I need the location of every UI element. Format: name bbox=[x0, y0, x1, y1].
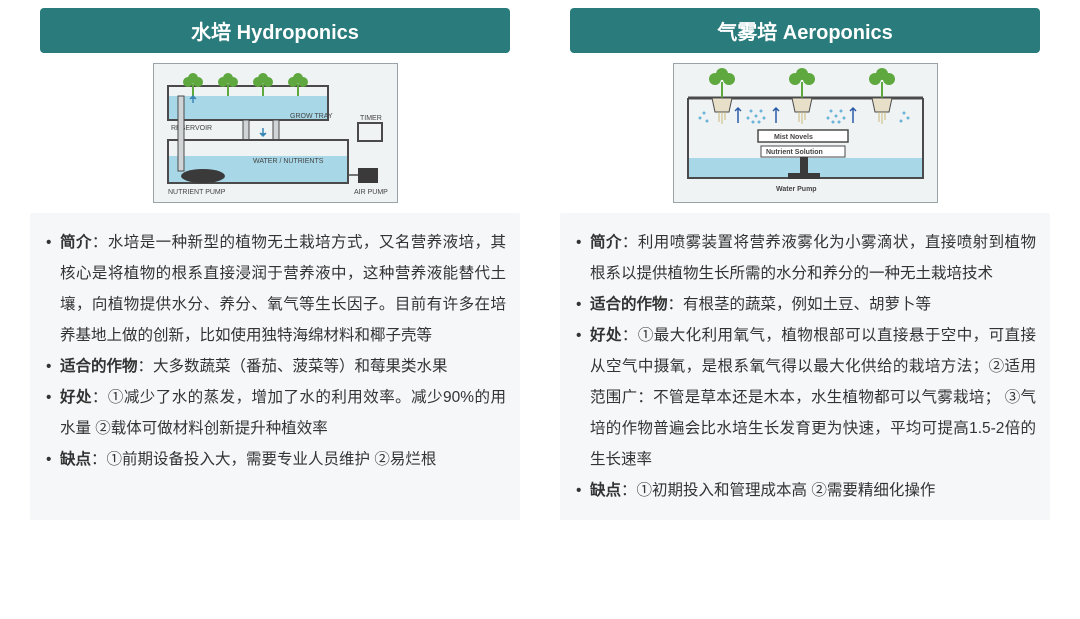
nutrient-pump-label: NUTRIENT PUMP bbox=[168, 189, 226, 196]
aeroponics-item-text: ①初期投入和管理成本高 ②需要精细化操作 bbox=[637, 482, 936, 499]
grow-tray-label: GROW TRAY bbox=[290, 113, 333, 120]
aeroponics-item: 好处：①最大化利用氧气，植物根部可以直接悬于空中，可直接从空气中摄氧，是根系氧气… bbox=[568, 320, 1036, 475]
plant-icon bbox=[183, 73, 308, 96]
hydroponics-item: 适合的作物：大多数蔬菜（番茄、菠菜等）和莓果类水果 bbox=[38, 351, 506, 382]
aeroponics-item-text: 有根茎的蔬菜，例如土豆、胡萝卜等 bbox=[683, 296, 931, 313]
aeroponics-item-label: 好处 bbox=[590, 327, 622, 344]
aeroponics-item: 简介：利用喷雾装置将营养液雾化为小雾滴状，直接喷射到植物根系以提供植物生长所需的… bbox=[568, 227, 1036, 289]
aeroponics-item-label: 适合的作物 bbox=[590, 296, 668, 313]
aeroponics-list: 简介：利用喷雾装置将营养液雾化为小雾滴状，直接喷射到植物根系以提供植物生长所需的… bbox=[568, 227, 1036, 506]
aeroponics-item: 适合的作物：有根茎的蔬菜，例如土豆、胡萝卜等 bbox=[568, 289, 1036, 320]
hydroponics-column: 水培 Hydroponics GROW TRAY RESERVOIR bbox=[30, 8, 520, 520]
aeroponics-title: 气雾培 Aeroponics bbox=[570, 8, 1040, 53]
hydroponics-item-label: 简介 bbox=[60, 234, 92, 251]
hydroponics-item-label: 适合的作物 bbox=[60, 358, 138, 375]
reservoir-label: RESERVOIR bbox=[171, 125, 212, 132]
hydroponics-title: 水培 Hydroponics bbox=[40, 8, 510, 53]
hydroponics-item: 缺点：①前期设备投入大，需要专业人员维护 ②易烂根 bbox=[38, 444, 506, 475]
hydroponics-diagram: GROW TRAY RESERVOIR WATER / NUTRIENTS bbox=[153, 63, 398, 203]
mist-label: Mist Novels bbox=[774, 134, 813, 141]
water-pump-label: Water Pump bbox=[776, 186, 817, 193]
timer-label: TIMER bbox=[360, 115, 382, 122]
aeroponics-item-text: 利用喷雾装置将营养液雾化为小雾滴状，直接喷射到植物根系以提供植物生长所需的水分和… bbox=[590, 234, 1036, 282]
aeroponics-item-label: 简介 bbox=[590, 234, 622, 251]
hydroponics-item-text: 大多数蔬菜（番茄、菠菜等）和莓果类水果 bbox=[153, 358, 448, 375]
solution-label: Nutrient Solution bbox=[766, 149, 823, 156]
hydroponics-content: 简介：水培是一种新型的植物无土栽培方式，又名营养液培，其核心是将植物的根系直接浸… bbox=[30, 213, 520, 520]
hydroponics-item-text: ①减少了水的蒸发，增加了水的利用效率。减少90%的用水量 ②载体可做材料创新提升… bbox=[60, 389, 506, 437]
aeroponics-diagram: Mist Novels Nutrient Solution Water Pump bbox=[673, 63, 938, 203]
air-pump-label: AIR PUMP bbox=[354, 189, 388, 196]
aeroponics-item-label: 缺点 bbox=[590, 482, 621, 499]
hydroponics-item: 好处：①减少了水的蒸发，增加了水的利用效率。减少90%的用水量 ②载体可做材料创… bbox=[38, 382, 506, 444]
aeroponics-column: 气雾培 Aeroponics bbox=[560, 8, 1050, 520]
hydroponics-item-label: 好处 bbox=[60, 389, 92, 406]
hydroponics-item-label: 缺点 bbox=[60, 451, 91, 468]
aeroponics-content: 简介：利用喷雾装置将营养液雾化为小雾滴状，直接喷射到植物根系以提供植物生长所需的… bbox=[560, 213, 1050, 520]
hydroponics-list: 简介：水培是一种新型的植物无土栽培方式，又名营养液培，其核心是将植物的根系直接浸… bbox=[38, 227, 506, 475]
two-column-layout: 水培 Hydroponics GROW TRAY RESERVOIR bbox=[30, 8, 1050, 520]
plant-icon bbox=[709, 68, 895, 124]
aeroponics-item: 缺点：①初期投入和管理成本高 ②需要精细化操作 bbox=[568, 475, 1036, 506]
hydroponics-item-text: 水培是一种新型的植物无土栽培方式，又名营养液培，其核心是将植物的根系直接浸润于营… bbox=[60, 234, 506, 344]
hydroponics-item: 简介：水培是一种新型的植物无土栽培方式，又名营养液培，其核心是将植物的根系直接浸… bbox=[38, 227, 506, 351]
water-label: WATER / NUTRIENTS bbox=[253, 158, 324, 165]
aeroponics-item-text: ①最大化利用氧气，植物根部可以直接悬于空中，可直接从空气中摄氧，是根系氧气得以最… bbox=[590, 327, 1036, 468]
hydroponics-item-text: ①前期设备投入大，需要专业人员维护 ②易烂根 bbox=[107, 451, 437, 468]
